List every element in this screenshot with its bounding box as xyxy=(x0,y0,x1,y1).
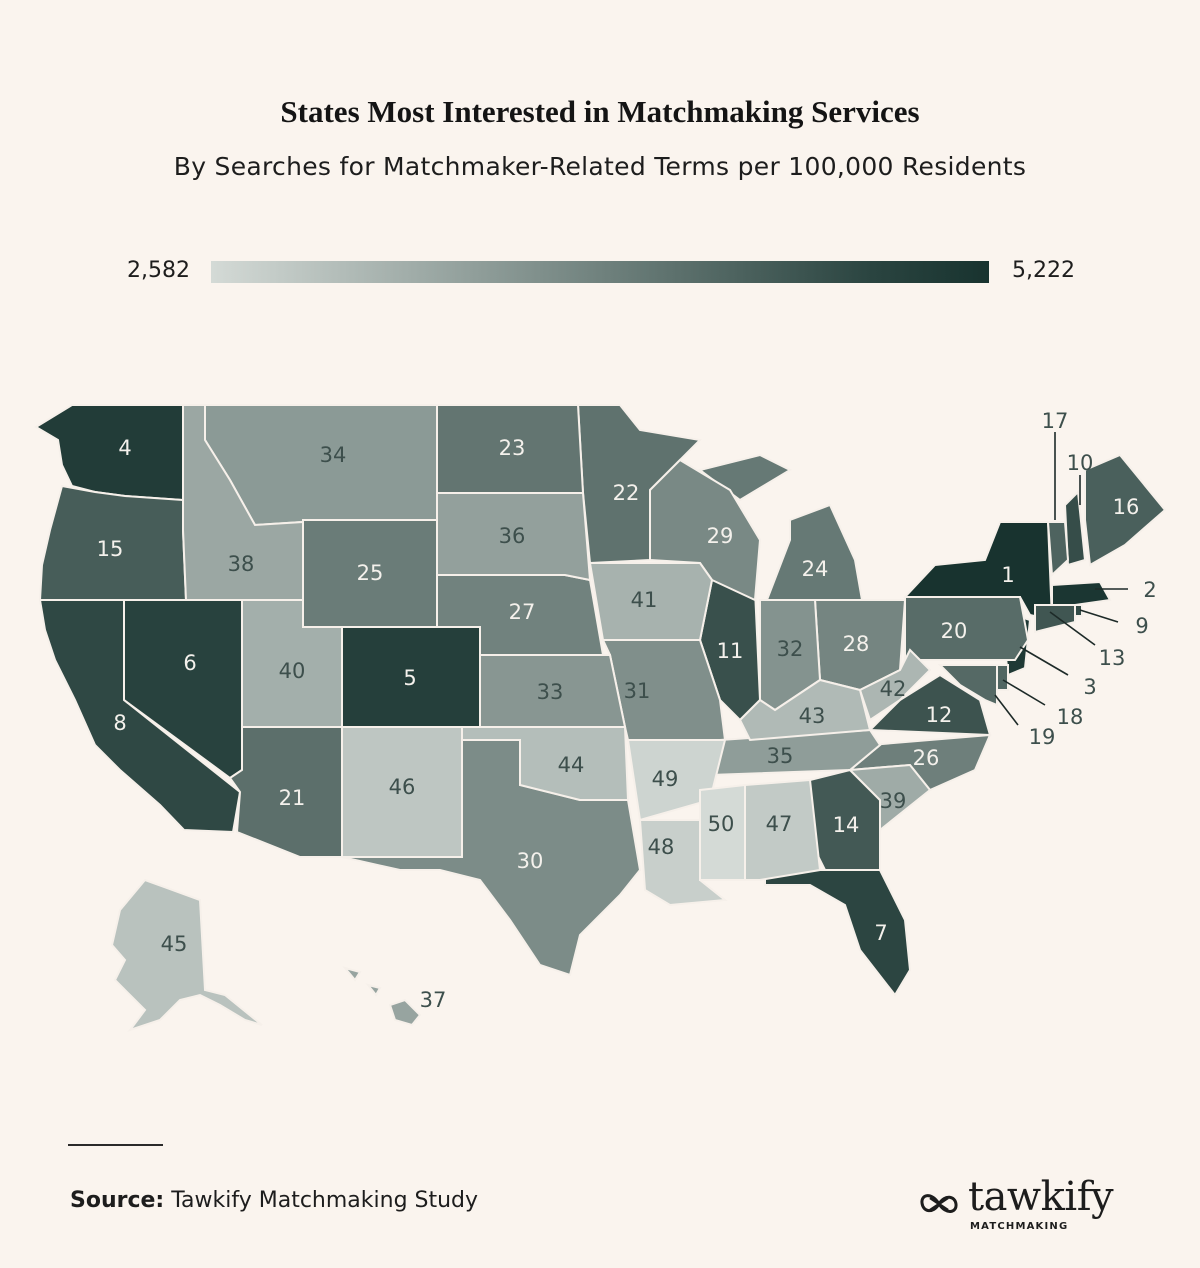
state-fl xyxy=(764,869,912,997)
state-wv xyxy=(858,648,932,722)
rank-label-mo: 31 xyxy=(624,679,651,703)
state-nm xyxy=(341,726,463,858)
rank-label-sc: 39 xyxy=(880,789,907,813)
rank-label-ny: 1 xyxy=(1001,563,1014,587)
rank-label-nd: 23 xyxy=(499,436,526,460)
state-me xyxy=(1084,453,1167,567)
brand-subtitle: MATCHMAKING xyxy=(970,1221,1069,1232)
state-sc xyxy=(847,763,932,833)
rank-label-in: 32 xyxy=(777,637,804,661)
state-ut xyxy=(241,599,343,728)
rank-label-ga: 14 xyxy=(833,813,860,837)
rank-label-al: 47 xyxy=(766,812,793,836)
rank-label-mt: 34 xyxy=(320,443,347,467)
state-hi xyxy=(342,966,422,1027)
rank-label-wv: 42 xyxy=(880,677,907,701)
logo-knot-icon xyxy=(920,1194,958,1213)
brand-name: tawkify xyxy=(968,1174,1114,1220)
state-pa xyxy=(904,596,1030,661)
rank-label-ks: 33 xyxy=(537,680,564,704)
state-ia xyxy=(588,562,714,641)
state-va xyxy=(867,673,992,737)
rank-label-ca: 8 xyxy=(113,711,126,735)
state-ms xyxy=(699,783,746,881)
rank-label-ky: 43 xyxy=(799,704,826,728)
map-title: States Most Interested in Matchmaking Se… xyxy=(280,94,920,129)
legend-min-label: 2,582 xyxy=(127,258,190,283)
source-note: Source: Tawkify Matchmaking Study xyxy=(70,1188,478,1213)
rank-label-wy: 25 xyxy=(357,561,384,585)
rank-label-ri: 9 xyxy=(1135,614,1148,638)
rank-label-nj: 3 xyxy=(1083,675,1096,699)
leader-line-ct xyxy=(1049,611,1096,646)
rank-label-az: 21 xyxy=(279,786,306,810)
rank-label-nm: 46 xyxy=(389,775,416,799)
rank-label-ar: 49 xyxy=(652,767,679,791)
rank-label-id: 38 xyxy=(228,552,255,576)
rank-label-tx: 30 xyxy=(517,849,544,873)
state-wa xyxy=(34,404,184,502)
rank-label-ak: 45 xyxy=(161,932,188,956)
state-ct xyxy=(1034,604,1076,634)
state-sd xyxy=(436,492,592,582)
rank-label-tn: 35 xyxy=(767,744,794,768)
rank-label-ct: 13 xyxy=(1099,646,1126,670)
rank-label-sd: 36 xyxy=(499,524,526,548)
rank-label-md: 19 xyxy=(1029,725,1056,749)
rank-label-wa: 4 xyxy=(118,436,131,460)
rank-label-pa: 20 xyxy=(941,619,968,643)
rank-label-me: 16 xyxy=(1113,495,1140,519)
rank-label-va: 12 xyxy=(926,703,953,727)
source-text: Tawkify Matchmaking Study xyxy=(171,1188,479,1213)
state-ok xyxy=(461,726,630,801)
leader-line-md xyxy=(994,694,1019,726)
legend-color-scale xyxy=(211,261,989,283)
rank-label-la: 48 xyxy=(648,835,675,859)
state-ky xyxy=(738,678,872,742)
footer-divider xyxy=(68,1144,163,1146)
rank-label-nh: 10 xyxy=(1067,451,1094,475)
brand-logo: tawkify MATCHMAKING xyxy=(918,1174,1138,1238)
leader-line-de xyxy=(1002,679,1046,706)
state-id xyxy=(182,404,304,601)
rank-label-ms: 50 xyxy=(708,812,735,836)
state-de xyxy=(996,664,1009,691)
rank-label-nv: 6 xyxy=(183,651,196,675)
state-vt xyxy=(1046,521,1070,578)
state-ca xyxy=(38,599,242,834)
rank-label-mi: 24 xyxy=(802,557,829,581)
rank-label-ok: 44 xyxy=(558,753,585,777)
source-label: Source: xyxy=(70,1188,165,1213)
rank-label-wi: 29 xyxy=(707,524,734,548)
rank-label-nc: 26 xyxy=(913,746,940,770)
state-ma xyxy=(1051,580,1112,606)
legend-max-label: 5,222 xyxy=(1012,258,1075,283)
rank-label-co: 5 xyxy=(403,666,416,690)
state-md xyxy=(937,664,998,707)
rank-label-oh: 28 xyxy=(843,632,870,656)
rank-label-vt: 17 xyxy=(1042,409,1069,433)
rank-label-il: 11 xyxy=(717,639,744,663)
rank-label-hi: 37 xyxy=(420,988,447,1012)
state-ak xyxy=(110,878,263,1032)
rank-label-de: 18 xyxy=(1057,705,1084,729)
rank-label-mn: 22 xyxy=(613,481,640,505)
leader-line-nj xyxy=(1019,646,1069,676)
rank-label-ia: 41 xyxy=(631,588,658,612)
rank-label-fl: 7 xyxy=(874,921,887,945)
leader-line-ri xyxy=(1079,609,1119,623)
map-subtitle: By Searches for Matchmaker-Related Terms… xyxy=(173,152,1027,181)
rank-label-ut: 40 xyxy=(279,659,306,683)
rank-label-or: 15 xyxy=(97,537,124,561)
rank-label-ma: 2 xyxy=(1143,578,1156,602)
rank-label-ne: 27 xyxy=(509,600,536,624)
state-wi xyxy=(649,458,762,602)
